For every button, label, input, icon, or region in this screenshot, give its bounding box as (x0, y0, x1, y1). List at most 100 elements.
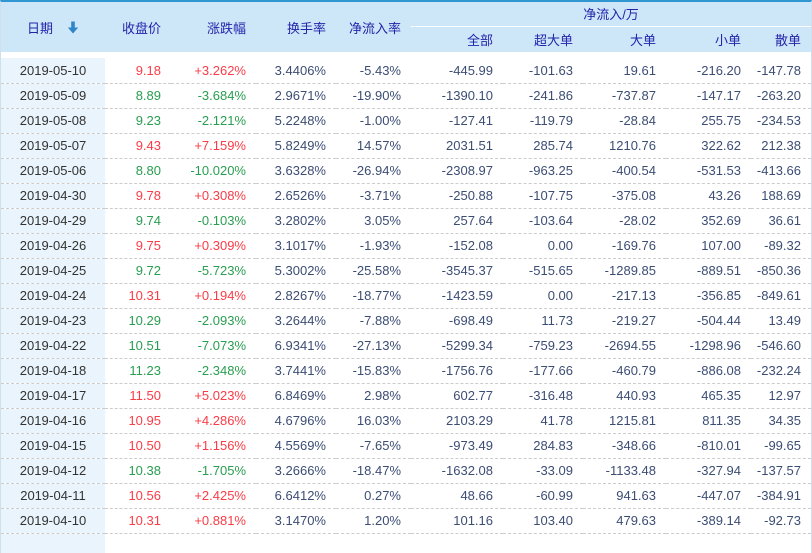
inflow-rate-cell: -26.94% (336, 158, 411, 184)
inflow-all-cell: 602.77 (411, 383, 503, 409)
inflow-all-cell: -973.49 (411, 433, 503, 459)
inflow-super-large-cell: -177.66 (503, 358, 583, 384)
inflow-large-cell: -348.66 (583, 433, 666, 459)
close-cell: 11.23 (105, 358, 171, 384)
inflow-small-cell: 43.26 (666, 183, 751, 209)
inflow-all-cell: -1632.08 (411, 458, 503, 484)
inflow-small-cell: -889.51 (666, 258, 751, 284)
inflow-retail-cell: -384.91 (751, 483, 811, 509)
column-header-inflow-retail: 散单 (751, 26, 811, 52)
change-cell: +2.425% (171, 483, 256, 509)
date-cell: 2019-04-17 (1, 383, 105, 409)
inflow-small-cell: 322.62 (666, 133, 751, 159)
turnover-cell: 2.9671% (256, 83, 336, 109)
column-header-inflow-rate: 净流入率 (336, 2, 411, 52)
change-cell: +0.881% (171, 508, 256, 534)
inflow-retail-cell: -849.61 (751, 283, 811, 309)
inflow-small-cell: -389.14 (666, 508, 751, 534)
inflow-large-cell: -1133.48 (583, 458, 666, 484)
table-row: 2019-04-10 10.31 +0.881% 3.1470% 1.20% 101.16… (1, 508, 811, 534)
inflow-super-large-cell: 0.00 (503, 283, 583, 309)
table-row: 2019-04-26 9.75 +0.309% 3.1017% -1.93% -152.0… (1, 233, 811, 259)
inflow-super-large-cell: 285.74 (503, 133, 583, 159)
table-row: 2019-04-25 9.72 -5.723% 5.3002% -25.58% -3545… (1, 258, 811, 284)
close-cell: 10.31 (105, 508, 171, 534)
change-cell: -10.020% (171, 158, 256, 184)
close-cell: 9.43 (105, 133, 171, 159)
column-header-close: 收盘价 (105, 2, 171, 52)
inflow-large-cell: 479.63 (583, 508, 666, 534)
date-cell: 2019-04-30 (1, 183, 105, 209)
inflow-retail-cell: -137.57 (751, 458, 811, 484)
inflow-small-cell: -327.94 (666, 458, 751, 484)
inflow-rate-cell: -5.43% (336, 58, 411, 84)
inflow-retail-cell: -89.32 (751, 233, 811, 259)
change-cell: -3.684% (171, 83, 256, 109)
inflow-super-large-cell: -759.23 (503, 333, 583, 359)
close-cell: 10.38 (105, 458, 171, 484)
date-cell (1, 533, 105, 553)
change-cell: +0.309% (171, 233, 256, 259)
inflow-super-large-cell: -107.75 (503, 183, 583, 209)
table-row: 2019-04-23 10.29 -2.093% 3.2644% -7.88% -698.… (1, 308, 811, 334)
table-row: 2019-05-10 9.18 +3.262% 3.4406% -5.43% -445.9… (1, 58, 811, 84)
change-cell: -2.348% (171, 358, 256, 384)
date-cell: 2019-04-11 (1, 483, 105, 509)
table-row: 2019-04-24 10.31 +0.194% 2.8267% -18.77% -142… (1, 283, 811, 309)
column-header-inflow-all: 全部 (411, 26, 503, 52)
close-cell: 9.75 (105, 233, 171, 259)
inflow-all-cell: 48.66 (411, 483, 503, 509)
inflow-super-large-cell: -33.09 (503, 458, 583, 484)
table-row: 2019-05-08 9.23 -2.121% 5.2248% -1.00% -127.4… (1, 108, 811, 134)
date-cell: 2019-04-12 (1, 458, 105, 484)
inflow-rate-cell: -3.71% (336, 183, 411, 209)
column-header-date-label: 日期 (26, 20, 53, 36)
date-cell: 2019-04-26 (1, 233, 105, 259)
inflow-all-cell: -1756.76 (411, 358, 503, 384)
turnover-cell: 5.3002% (256, 258, 336, 284)
inflow-all-cell: -698.49 (411, 308, 503, 334)
date-cell: 2019-04-29 (1, 208, 105, 234)
column-header-turnover: 换手率 (256, 2, 336, 52)
table-row: 2019-04-11 10.56 +2.425% 6.6412% 0.27% 48.66-… (1, 483, 811, 509)
change-cell: -5.723% (171, 258, 256, 284)
inflow-small-cell: -1298.96 (666, 333, 751, 359)
date-cell: 2019-04-22 (1, 333, 105, 359)
empty-cell (105, 533, 811, 553)
table-row: 2019-04-12 10.38 -1.705% 3.2666% -18.47% -163… (1, 458, 811, 484)
change-cell: +0.308% (171, 183, 256, 209)
inflow-small-cell: -531.53 (666, 158, 751, 184)
close-cell: 9.78 (105, 183, 171, 209)
turnover-cell: 4.5569% (256, 433, 336, 459)
turnover-cell: 6.6412% (256, 483, 336, 509)
turnover-cell: 3.7441% (256, 358, 336, 384)
header-body-gap (1, 52, 811, 58)
inflow-rate-cell: -1.93% (336, 233, 411, 259)
change-cell: +5.023% (171, 383, 256, 409)
inflow-small-cell: 352.69 (666, 208, 751, 234)
change-cell: +4.286% (171, 408, 256, 434)
inflow-small-cell: -216.20 (666, 58, 751, 84)
column-header-date[interactable]: 日期 (1, 2, 105, 52)
table-row: 2019-04-29 9.74 -0.103% 3.2802% 3.05% 257.64-… (1, 208, 811, 234)
date-cell: 2019-04-10 (1, 508, 105, 534)
inflow-large-cell: -375.08 (583, 183, 666, 209)
inflow-rate-cell: 0.27% (336, 483, 411, 509)
inflow-retail-cell: -99.65 (751, 433, 811, 459)
table-row: 2019-04-22 10.51 -7.073% 6.9341% -27.13% -529… (1, 333, 811, 359)
inflow-rate-cell: -7.65% (336, 433, 411, 459)
inflow-large-cell: -1289.85 (583, 258, 666, 284)
inflow-rate-cell: 2.98% (336, 383, 411, 409)
inflow-rate-cell: -27.13% (336, 333, 411, 359)
column-header-change: 涨跌幅 (171, 2, 256, 52)
close-cell: 10.31 (105, 283, 171, 309)
inflow-all-cell: 257.64 (411, 208, 503, 234)
inflow-super-large-cell: -963.25 (503, 158, 583, 184)
inflow-large-cell: 19.61 (583, 58, 666, 84)
inflow-retail-cell: -413.66 (751, 158, 811, 184)
inflow-all-cell: -5299.34 (411, 333, 503, 359)
inflow-small-cell: -147.17 (666, 83, 751, 109)
date-cell: 2019-04-16 (1, 408, 105, 434)
date-cell: 2019-05-09 (1, 83, 105, 109)
change-cell: +7.159% (171, 133, 256, 159)
